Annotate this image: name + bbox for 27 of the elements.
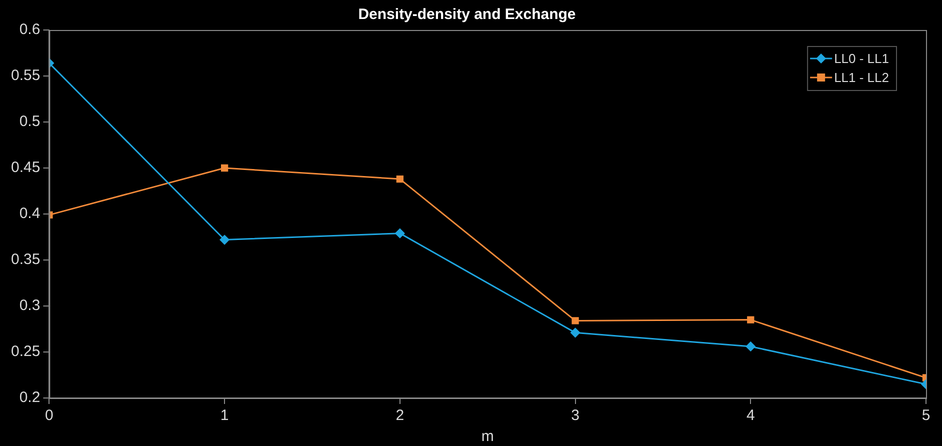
- x-tick-label: 3: [571, 407, 580, 424]
- point: [220, 164, 228, 172]
- chart-title: Density-density and Exchange: [358, 6, 576, 24]
- x-axis-title: m: [481, 428, 494, 446]
- x-tick-label: 4: [746, 407, 755, 424]
- x-tick-label: 5: [922, 407, 930, 424]
- x-tick-label: 2: [396, 407, 404, 424]
- y-tick-label: 0.6: [19, 21, 40, 38]
- y-tick-label: 0.45: [10, 159, 40, 176]
- point: [746, 342, 756, 352]
- point: [396, 175, 404, 183]
- legend-label: LL1 - LL2: [834, 70, 890, 86]
- legend-label: LL0 - LL1: [834, 51, 890, 66]
- y-tick-label: 0.55: [10, 67, 40, 84]
- y-tick-label: 0.25: [10, 343, 40, 360]
- x-tick-label: 1: [220, 407, 229, 424]
- y-tick-label: 0.2: [19, 389, 40, 406]
- point: [747, 316, 754, 324]
- point: [220, 235, 230, 245]
- y-tick-label: 0.35: [10, 251, 40, 268]
- point: [395, 228, 405, 238]
- y-tick-label: 0.5: [19, 113, 40, 130]
- y-tick-label: 0.4: [19, 205, 40, 222]
- y-tick-label: 0.3: [19, 297, 40, 314]
- x-tick-label: 0: [45, 407, 54, 424]
- point: [572, 317, 579, 324]
- point: [570, 328, 580, 338]
